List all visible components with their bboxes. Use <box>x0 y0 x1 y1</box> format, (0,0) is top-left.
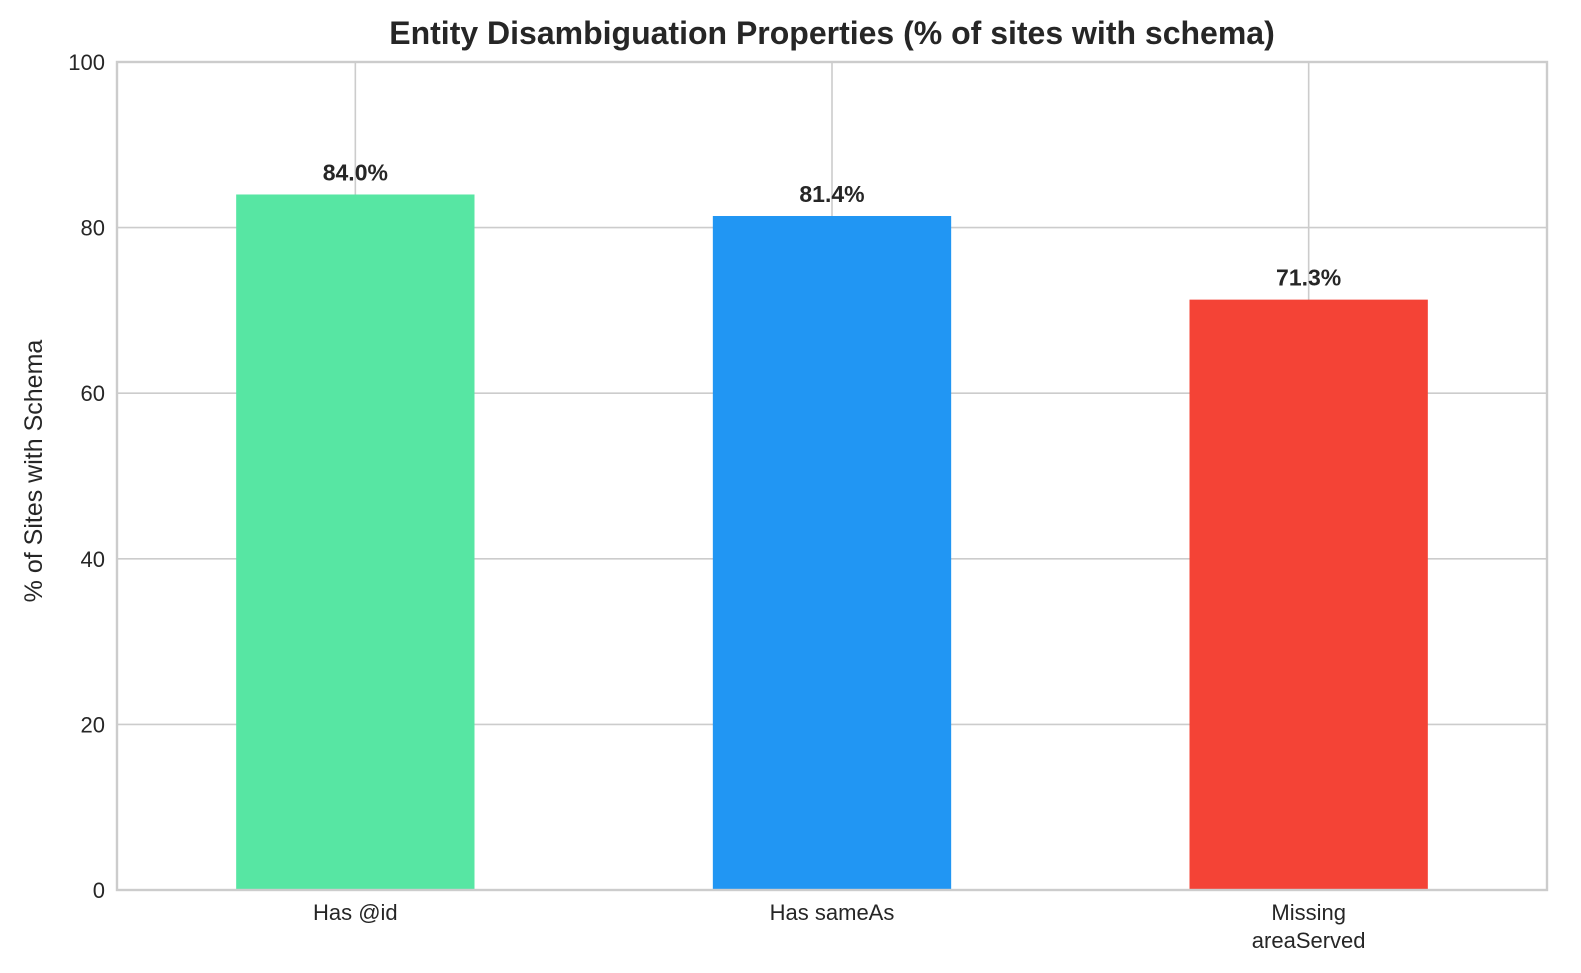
plot-frame <box>115 60 1549 892</box>
y-tick-label: 100 <box>68 50 105 75</box>
x-tick-label: Has sameAs <box>770 900 895 925</box>
bar-value-label: 71.3% <box>1276 265 1341 291</box>
bar-value-label: 84.0% <box>323 159 388 185</box>
bar <box>1189 299 1428 890</box>
chart-title: Entity Disambiguation Properties (% of s… <box>389 15 1275 51</box>
y-tick-label: 0 <box>93 878 105 903</box>
x-axis-ticks: Has @id Has sameAs Missing areaServed <box>313 900 1366 953</box>
x-tick-label: Missing areaServed <box>1252 900 1366 953</box>
bar <box>712 216 952 890</box>
bar <box>236 194 475 891</box>
y-axis-label: % of Sites with Schema <box>20 340 48 603</box>
y-axis-ticks: 0 20 40 60 80 100 <box>68 50 105 903</box>
bar-value-labels: 84.0% 81.4% 71.3% <box>323 159 1342 290</box>
y-tick-label: 60 <box>81 381 105 406</box>
y-tick-label: 80 <box>81 216 105 241</box>
bar-value-label: 81.4% <box>799 181 864 207</box>
bar-layer <box>236 194 1428 891</box>
y-tick-label: 20 <box>81 712 105 737</box>
x-tick-label: Has @id <box>313 900 398 925</box>
y-tick-label: 40 <box>81 547 105 572</box>
